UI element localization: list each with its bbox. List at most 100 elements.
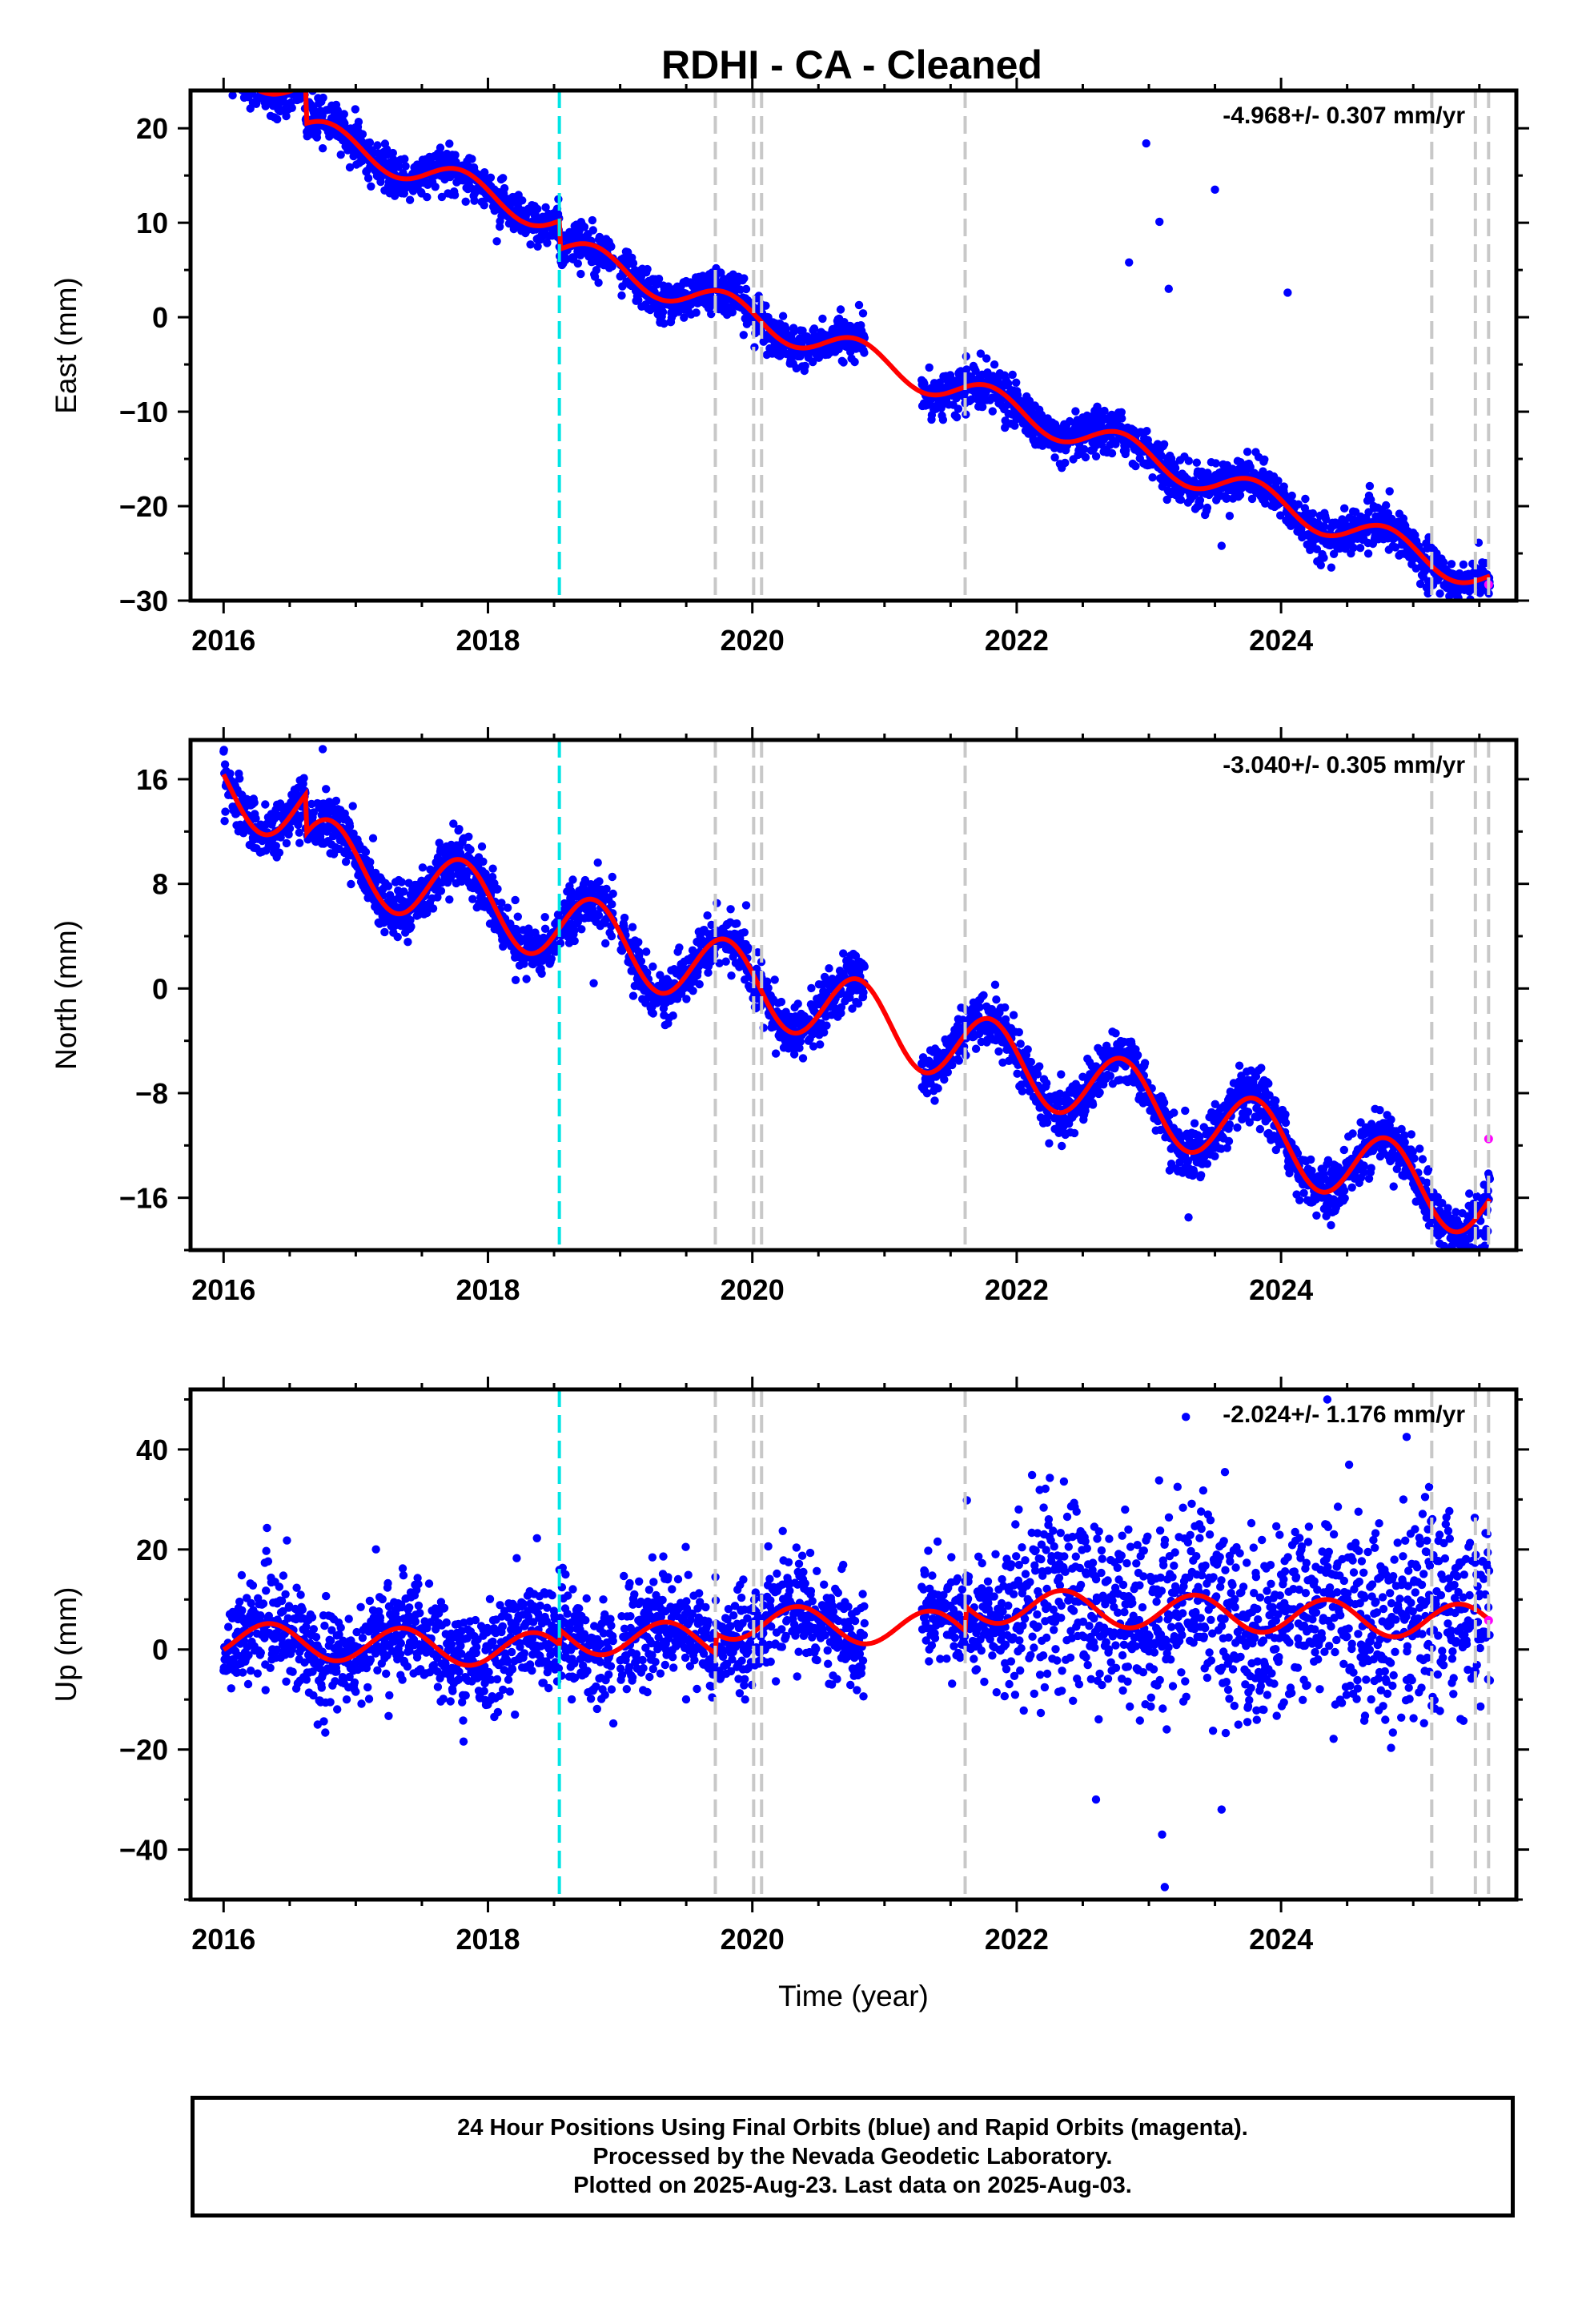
- y-tick-label: −20: [119, 490, 168, 523]
- data-point: [293, 69, 301, 77]
- data-point: [628, 991, 638, 1000]
- data-point: [239, 77, 247, 85]
- data-point: [290, 75, 298, 83]
- data-point: [223, 45, 231, 53]
- data-point: [642, 947, 651, 956]
- data-point: [261, 800, 270, 809]
- data-point: [1184, 456, 1194, 465]
- east-model-line: [254, 90, 1491, 585]
- data-point: [1045, 1139, 1054, 1148]
- data-point: [1018, 1087, 1027, 1096]
- data-point: [593, 858, 602, 867]
- data-point: [278, 76, 286, 84]
- data-point: [1279, 482, 1288, 491]
- data-point: [1091, 452, 1101, 460]
- data-point: [988, 407, 998, 416]
- data-point: [680, 313, 689, 322]
- data-point: [643, 264, 652, 274]
- data-point: [1042, 1079, 1051, 1088]
- data-point: [1459, 560, 1468, 569]
- data-point: [480, 201, 488, 210]
- data-point: [1170, 464, 1180, 472]
- data-point: [282, 838, 291, 848]
- data-point: [990, 980, 1000, 989]
- data-point: [1004, 379, 1013, 388]
- data-point: [570, 936, 579, 946]
- data-point: [952, 412, 962, 422]
- data-point: [235, 73, 243, 81]
- data-point: [388, 148, 397, 158]
- data-point: [608, 262, 616, 271]
- data-point: [233, 62, 241, 70]
- data-point: [243, 70, 251, 78]
- data-point: [682, 995, 691, 1003]
- outlier-point: [1211, 185, 1219, 195]
- data-point: [1300, 504, 1310, 513]
- data-point: [1050, 453, 1059, 462]
- data-point: [1385, 487, 1394, 496]
- data-point: [971, 1044, 981, 1053]
- data-point: [287, 103, 296, 112]
- data-point: [1148, 473, 1157, 482]
- data-point: [859, 988, 868, 997]
- data-point: [744, 943, 753, 952]
- data-point: [1057, 1070, 1066, 1079]
- data-point: [256, 74, 264, 82]
- data-point: [592, 266, 601, 275]
- north-plot-area: [219, 745, 1495, 1250]
- data-point: [237, 61, 245, 69]
- data-point: [721, 957, 730, 966]
- data-point: [493, 884, 502, 894]
- data-point: [770, 975, 779, 984]
- data-point: [237, 74, 245, 82]
- data-point: [594, 278, 603, 287]
- data-point: [470, 196, 479, 205]
- data-point: [764, 983, 773, 993]
- y-tick-label: −30: [119, 585, 168, 617]
- data-point: [368, 834, 378, 842]
- data-point: [366, 858, 375, 866]
- data-point: [1023, 1045, 1032, 1054]
- data-point: [405, 195, 415, 204]
- data-point: [801, 361, 809, 371]
- data-point: [1319, 553, 1328, 562]
- data-point: [695, 979, 704, 989]
- y-tick-label: 20: [136, 112, 168, 145]
- data-point: [588, 226, 597, 235]
- data-point: [437, 192, 447, 202]
- outlier-point: [1125, 258, 1134, 267]
- data-point: [250, 798, 259, 807]
- data-point: [1308, 509, 1318, 518]
- data-point: [250, 74, 258, 82]
- x-tick-label: 2024: [1249, 624, 1313, 657]
- data-point: [1117, 408, 1126, 416]
- data-point: [301, 78, 309, 86]
- data-point: [296, 79, 304, 87]
- data-point: [511, 895, 520, 905]
- data-point: [393, 932, 402, 942]
- outlier-point: [1283, 288, 1292, 297]
- data-point: [231, 61, 239, 69]
- data-point: [345, 163, 355, 172]
- data-point: [1111, 440, 1120, 448]
- data-point: [254, 78, 262, 86]
- data-point: [727, 971, 736, 980]
- data-point: [1287, 491, 1296, 501]
- data-point: [511, 975, 520, 985]
- data-point: [1176, 495, 1186, 505]
- data-point: [1435, 589, 1444, 598]
- data-point: [451, 151, 460, 159]
- data-point: [608, 900, 616, 909]
- data-point: [445, 895, 454, 904]
- outlier-point: [1142, 139, 1150, 148]
- data-point: [394, 163, 403, 171]
- data-point: [347, 879, 355, 889]
- data-point: [450, 191, 460, 199]
- data-point: [230, 55, 238, 63]
- data-point: [1391, 543, 1400, 552]
- data-point: [707, 309, 716, 319]
- data-point: [1001, 1003, 1010, 1012]
- data-point: [1159, 440, 1169, 448]
- data-point: [979, 991, 988, 1000]
